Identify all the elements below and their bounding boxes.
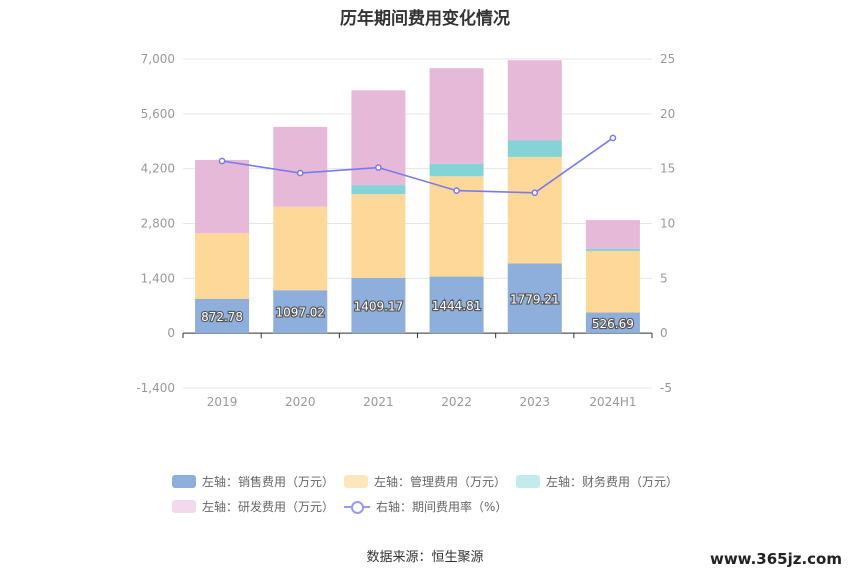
legend-label-rnd: 左轴：研发费用（万元）: [202, 500, 335, 514]
x-axis-tick-label: 2021: [363, 395, 394, 409]
rate-point: [375, 164, 382, 171]
left-axis-tick-label: 0: [167, 326, 175, 340]
bar-sales: [351, 277, 406, 334]
legend-item-sales[interactable]: 左轴：销售费用（万元）: [172, 473, 334, 490]
rate-point: [296, 169, 304, 177]
legend-item-rate[interactable]: 右轴：期间费用率（%）: [344, 498, 507, 515]
bar-finance: [429, 163, 484, 177]
rate-point: [218, 157, 226, 165]
legend-label-rate: 右轴：期间费用率（%）: [376, 500, 508, 514]
left-axis-tick-label: 2,800: [141, 217, 175, 231]
left-axis-tick-label: 5,600: [141, 107, 175, 121]
sales-data-label: 1779.21: [510, 292, 560, 306]
bar-rnd: [351, 90, 406, 186]
sales-data-label: 526.69: [592, 317, 634, 331]
chart-title: 历年期间费用变化情况: [340, 9, 510, 29]
rate-point: [531, 189, 539, 197]
legend-swatch-rnd: [172, 500, 196, 513]
sales-data-label: 1097.02: [275, 306, 325, 320]
right-axis-tick-label: 5: [660, 271, 668, 285]
legend-swatch-sales: [172, 475, 196, 488]
legend-item-admin[interactable]: 左轴：管理费用（万元）: [344, 473, 506, 490]
right-axis-tick-label: 15: [660, 162, 675, 176]
x-axis-tick-label: 2023: [519, 395, 550, 409]
data-source-note: 数据来源：恒生聚源: [366, 550, 484, 565]
legend-swatch-admin: [344, 475, 368, 488]
left-axis-tick-label: 7,000: [141, 52, 175, 66]
bar-sales: [507, 263, 562, 334]
rate-point: [609, 134, 617, 142]
bar-sales: [585, 312, 640, 334]
bar-sales: [273, 290, 328, 334]
sales-data-label: 872.78: [201, 310, 243, 324]
rate-point: [453, 187, 460, 194]
bar-admin: [507, 156, 562, 264]
bar-admin: [273, 206, 328, 291]
legend-label-finance: 左轴：财务费用（万元）: [546, 475, 679, 489]
bar-finance: [585, 248, 640, 252]
watermark: www.365jz.com: [709, 550, 842, 568]
bar-sales: [429, 276, 484, 334]
x-axis-tick-label: 2024H1: [589, 395, 636, 409]
right-axis-tick-label: 25: [660, 52, 675, 66]
bar-admin: [195, 233, 250, 299]
bar-rnd: [507, 60, 562, 141]
bar-admin: [585, 251, 640, 313]
x-axis-tick-label: 2020: [285, 395, 316, 409]
left-axis-tick-label: 4,200: [141, 162, 175, 176]
right-axis-tick-label: 20: [660, 107, 675, 121]
bar-rnd: [273, 126, 328, 207]
x-axis-tick-label: 2019: [207, 395, 238, 409]
legend-item-rnd[interactable]: 左轴：研发费用（万元）: [172, 498, 334, 515]
legend-swatch-finance: [516, 475, 540, 488]
legend-line-rate-icon: [344, 500, 370, 514]
bar-admin: [351, 194, 406, 278]
right-axis-tick-label: -5: [660, 381, 672, 395]
sales-data-label: 1444.81: [432, 299, 482, 313]
bar-rnd: [585, 220, 640, 249]
sales-data-label: 1409.17: [354, 300, 404, 314]
bar-sales: [195, 298, 250, 334]
bar-rnd: [429, 68, 484, 164]
left-axis-tick-label: 1,400: [141, 271, 175, 285]
rate-line: [221, 137, 614, 194]
right-axis-tick-label: 0: [660, 326, 668, 340]
bar-finance: [507, 140, 562, 157]
legend-label-sales: 左轴：销售费用（万元）: [202, 475, 335, 489]
legend-label-admin: 左轴：管理费用（万元）: [374, 475, 507, 489]
right-axis-tick-label: 10: [660, 217, 675, 231]
x-axis-tick-label: 2022: [441, 395, 472, 409]
chart-canvas: -1,400 -5 0 0 1,400 5 2,800 10 4,200 15 5,600 20 7,0…: [136, 52, 675, 409]
legend-item-finance[interactable]: 左轴：财务费用（万元）: [516, 473, 678, 490]
left-axis-tick-label: -1,400: [136, 381, 175, 395]
bar-rnd: [195, 159, 250, 234]
bar-finance: [351, 185, 406, 195]
